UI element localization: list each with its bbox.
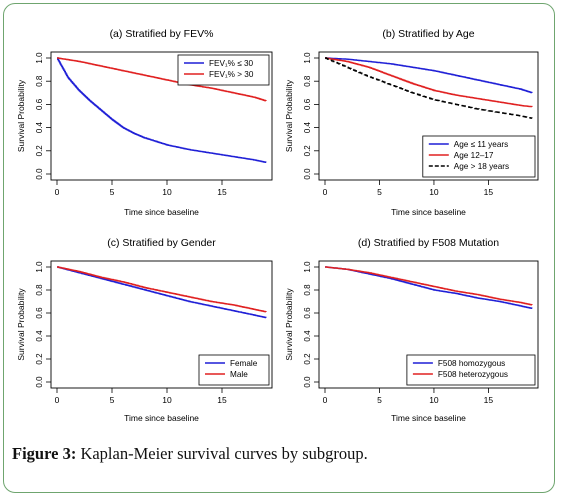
- x-tick-label: 5: [377, 395, 382, 405]
- series-line-2: [57, 57, 267, 102]
- x-tick-label: 5: [377, 187, 382, 197]
- legend-entry: Age > 18 years: [454, 162, 509, 171]
- series-line-1: [325, 266, 533, 309]
- y-tick-label: 0.6: [303, 307, 312, 319]
- x-tick-label: 0: [323, 395, 328, 405]
- legend-entry: F508 heterozygous: [438, 370, 508, 379]
- legend-box: [198, 354, 270, 386]
- y-tick-label: 1.0: [35, 52, 44, 64]
- x-tick-label: 10: [162, 395, 172, 405]
- y-tick-label: 0.4: [35, 330, 44, 342]
- caption-text: Kaplan-Meier survival curves by subgroup…: [76, 444, 368, 463]
- legend-entry: Age 12–17: [454, 151, 494, 160]
- y-tick-label: 0.0: [35, 376, 44, 388]
- y-tick-label: 0.2: [35, 145, 44, 157]
- y-tick-label: 0.4: [303, 330, 312, 342]
- x-tick-label: 10: [162, 187, 172, 197]
- x-axis-label: Time since baseline: [391, 207, 466, 217]
- y-axis-label: Survival Probability: [284, 79, 294, 152]
- legend-box: [406, 354, 536, 386]
- y-tick-label: 1.0: [303, 52, 312, 64]
- x-tick-label: 15: [217, 187, 227, 197]
- legend: Female Male: [198, 354, 270, 386]
- x-tick-label: 0: [323, 187, 328, 197]
- plot-frame: [318, 51, 539, 181]
- chart-panel-2: (b) Stratified by Age 0 5 10 15 0.0 0.2 0.4 0.6 0…: [284, 28, 539, 217]
- y-tick-label: 0.8: [303, 75, 312, 87]
- chart-title: (d) Stratified by F508 Mutation: [358, 237, 499, 249]
- chart-title: (a) Stratified by FEV%: [110, 28, 214, 40]
- legend-entry: FEV₁% ≤ 30: [209, 59, 254, 68]
- series-line-2: [57, 266, 267, 313]
- y-tick-label: 0.8: [35, 284, 44, 296]
- plot-frame: [318, 260, 539, 389]
- y-tick-label: 0.0: [303, 376, 312, 388]
- y-axis-label: Survival Probability: [284, 288, 294, 361]
- plot-frame: [50, 51, 273, 181]
- y-tick-label: 0.0: [303, 168, 312, 180]
- x-axis-label: Time since baseline: [391, 413, 466, 423]
- legend-box: [177, 54, 270, 86]
- chart-panel-1: (a) Stratified by FEV% 0 5 10 15 0.0 0.2 0.4 0.6…: [16, 28, 273, 217]
- y-tick-label: 1.0: [303, 261, 312, 273]
- legend-entry: Male: [230, 370, 248, 379]
- series-line-1: [57, 266, 267, 319]
- y-tick-label: 0.2: [303, 145, 312, 157]
- x-tick-label: 0: [55, 187, 60, 197]
- legend: F508 homozygous F508 heterozygous: [406, 354, 536, 386]
- series-line-2: [325, 57, 533, 108]
- chart-panel-3: (c) Stratified by Gender 0 5 10 15 0.0 0.2 0.4 0…: [16, 237, 273, 423]
- legend-box: [422, 135, 536, 178]
- x-tick-label: 15: [217, 395, 227, 405]
- caption-label: Figure 3:: [12, 444, 77, 463]
- y-tick-label: 0.8: [35, 75, 44, 87]
- x-axis-label: Time since baseline: [124, 413, 199, 423]
- series-line-1: [57, 57, 267, 163]
- y-tick-label: 0.6: [303, 98, 312, 110]
- legend-entry: Age ≤ 11 years: [454, 140, 508, 149]
- y-tick-label: 0.0: [35, 168, 44, 180]
- y-tick-label: 0.4: [303, 121, 312, 133]
- x-tick-label: 0: [55, 395, 60, 405]
- chart-title: (b) Stratified by Age: [382, 28, 474, 40]
- x-tick-label: 15: [484, 395, 494, 405]
- figure-caption: Figure 3: Kaplan-Meier survival curves b…: [12, 444, 368, 464]
- series-line-2: [325, 266, 533, 306]
- chart-panel-4: (d) Stratified by F508 Mutation 0 5 10 15 0.0…: [284, 237, 539, 423]
- x-tick-label: 5: [110, 187, 115, 197]
- series-line-3: [325, 57, 533, 119]
- y-axis-label: Survival Probability: [16, 79, 26, 152]
- legend-entry: FEV₁% > 30: [209, 70, 254, 79]
- y-tick-label: 0.2: [35, 353, 44, 365]
- y-tick-label: 1.0: [35, 261, 44, 273]
- x-tick-label: 10: [429, 187, 439, 197]
- y-tick-label: 0.6: [35, 98, 44, 110]
- legend: Age ≤ 11 years Age 12–17 Age > 18 years: [422, 135, 536, 178]
- y-tick-label: 0.2: [303, 353, 312, 365]
- chart-title: (c) Stratified by Gender: [107, 237, 216, 249]
- legend-entry: Female: [230, 359, 258, 368]
- x-axis-label: Time since baseline: [124, 207, 199, 217]
- legend-entry: F508 homozygous: [438, 359, 505, 368]
- figure-frame: [3, 3, 555, 493]
- y-tick-label: 0.4: [35, 121, 44, 133]
- legend: FEV₁% ≤ 30 FEV₁% > 30: [177, 54, 270, 86]
- km-survival-figure: (a) Stratified by FEV% 0 5 10 15 0.0 0.2 0.4 0.6…: [16, 28, 539, 423]
- y-tick-label: 0.6: [35, 307, 44, 319]
- x-tick-label: 5: [110, 395, 115, 405]
- y-tick-label: 0.8: [303, 284, 312, 296]
- plot-frame: [50, 260, 273, 389]
- x-tick-label: 15: [484, 187, 494, 197]
- series-line-1: [325, 57, 533, 94]
- x-tick-label: 10: [429, 395, 439, 405]
- y-axis-label: Survival Probability: [16, 288, 26, 361]
